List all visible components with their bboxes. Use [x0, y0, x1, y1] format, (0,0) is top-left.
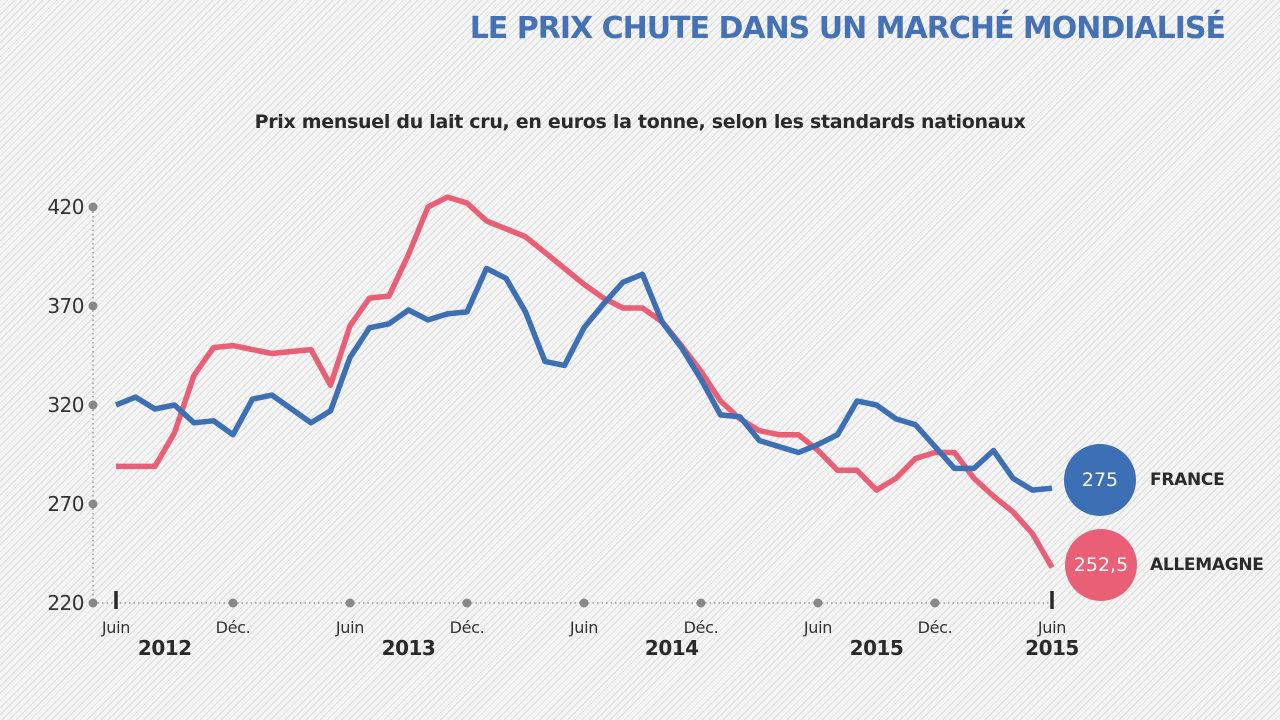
chart-subtitle: Prix mensuel du lait cru, en euros la to…	[255, 111, 1026, 133]
x-tick-dot	[579, 598, 589, 608]
y-tick-label: 420	[47, 195, 84, 219]
year-label: 2015	[850, 636, 904, 660]
y-tick-dot	[88, 301, 98, 311]
end-value-france: 275	[1082, 469, 1118, 491]
end-value-allemagne: 252,5	[1074, 554, 1128, 576]
x-tick-label: Déc.	[216, 618, 251, 637]
x-tick-label: Déc.	[918, 618, 953, 637]
y-tick-dot	[88, 400, 98, 410]
y-axis-ticks: 420 370 320 270 220	[47, 195, 98, 615]
x-axis-ticks: Juin Déc. Juin Déc. Juin Déc. Juin Déc. Juin 2012…	[101, 591, 1079, 660]
x-tick-dot	[462, 598, 472, 608]
x-tick-label: Juin	[1037, 618, 1066, 637]
x-tick-dot	[930, 598, 940, 608]
series-label-allemagne: ALLEMAGNE	[1150, 555, 1264, 575]
y-tick-label: 220	[47, 591, 84, 615]
y-tick-dot	[88, 202, 98, 212]
series-line-allemagne	[116, 194, 1055, 569]
year-label: 2015	[1025, 636, 1079, 660]
y-tick-dot	[88, 598, 98, 608]
x-tick-label: Juin	[803, 618, 832, 637]
y-tick-label: 370	[47, 294, 84, 318]
x-tick-dot	[696, 598, 706, 608]
x-tick-label: Juin	[335, 618, 364, 637]
year-label: 2013	[382, 636, 436, 660]
axes	[92, 207, 1052, 604]
y-tick-dot	[88, 499, 98, 509]
end-labels: 275 FRANCE 252,5 ALLEMAGNE	[1064, 444, 1264, 601]
year-label: 2014	[645, 636, 699, 660]
x-tick-dot	[345, 598, 355, 608]
series-lines	[114, 194, 1055, 569]
year-label: 2012	[138, 636, 192, 660]
x-tick-dot	[813, 598, 823, 608]
x-tick-label: Juin	[569, 618, 598, 637]
end-value-bubble-allemagne	[1065, 529, 1137, 601]
headline: LE PRIX CHUTE DANS UN MARCHÉ MONDIALISÉ	[470, 10, 1225, 46]
series-line-france	[114, 265, 1053, 493]
x-tick-label: Déc.	[450, 618, 485, 637]
x-tick-mark	[114, 591, 118, 609]
x-tick-label: Juin	[101, 618, 130, 637]
end-value-bubble-france	[1064, 444, 1136, 516]
x-tick-mark	[1050, 591, 1054, 609]
y-tick-label: 320	[47, 393, 84, 417]
x-tick-dot	[228, 598, 238, 608]
y-tick-label: 270	[47, 492, 84, 516]
x-tick-label: Déc.	[684, 618, 719, 637]
series-label-france: FRANCE	[1150, 470, 1224, 490]
